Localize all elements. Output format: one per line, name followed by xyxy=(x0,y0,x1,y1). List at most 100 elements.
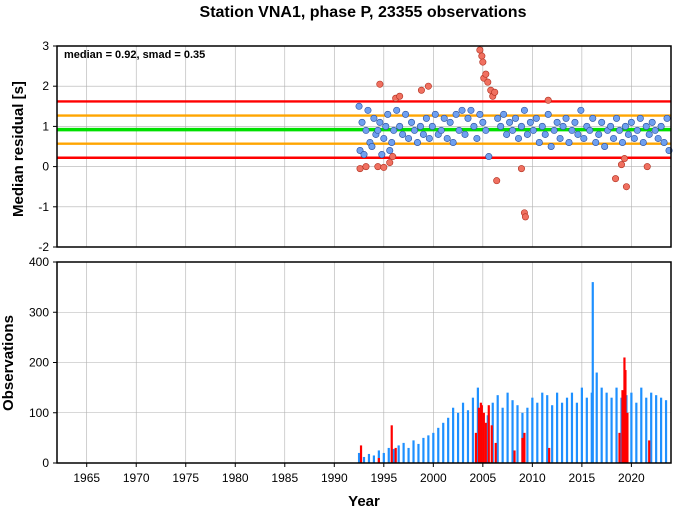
inlier-point xyxy=(639,138,647,146)
inlier-point xyxy=(538,122,546,130)
observation-bar xyxy=(506,392,509,463)
observation-bar xyxy=(377,450,380,463)
observation-bar xyxy=(402,442,405,463)
flagged-observation-bar xyxy=(548,447,551,463)
inlier-point xyxy=(660,138,668,146)
x-tick-label: 1990 xyxy=(321,471,348,485)
inlier-point xyxy=(618,138,626,146)
outlier-point xyxy=(484,78,492,86)
inlier-point xyxy=(431,110,439,118)
inlier-point xyxy=(455,126,463,134)
inlier-point xyxy=(419,130,427,138)
inlier-point xyxy=(380,134,388,142)
flagged-observation-bar xyxy=(490,425,493,463)
outlier-point xyxy=(389,153,397,161)
flagged-observation-bar xyxy=(480,405,483,463)
inlier-point xyxy=(648,118,656,126)
inlier-point xyxy=(476,110,484,118)
observation-bar xyxy=(615,387,618,463)
inlier-point xyxy=(621,122,629,130)
inlier-point xyxy=(550,126,558,134)
residual-points xyxy=(355,46,673,221)
inlier-point xyxy=(526,118,534,126)
inlier-point xyxy=(645,130,653,138)
flagged-observation-bar xyxy=(648,440,651,463)
inlier-point xyxy=(562,114,570,122)
inlier-point xyxy=(532,114,540,122)
observation-bar xyxy=(556,392,559,463)
inlier-point xyxy=(541,130,549,138)
x-tick-label: 1985 xyxy=(271,471,298,485)
inlier-point xyxy=(514,134,522,142)
inlier-point xyxy=(473,134,481,142)
x-tick-label: 1970 xyxy=(123,471,150,485)
inlier-point xyxy=(535,138,543,146)
inlier-point xyxy=(657,122,665,130)
observation-bar xyxy=(635,402,638,463)
inlier-point xyxy=(449,138,457,146)
observations-y-ticks: 400 300 200 100 0 xyxy=(29,255,57,470)
outlier-point xyxy=(617,161,625,169)
observation-bar xyxy=(456,412,460,463)
inlier-point xyxy=(443,134,451,142)
flagged-observation-bar xyxy=(618,432,621,463)
inlier-point xyxy=(523,130,531,138)
outlier-point xyxy=(380,163,388,171)
outlier-point xyxy=(612,175,620,183)
observation-bar xyxy=(432,432,435,463)
observation-bar xyxy=(546,395,549,463)
inlier-point xyxy=(485,153,493,161)
inlier-point xyxy=(396,122,404,130)
inlier-point xyxy=(422,114,430,122)
outlier-point xyxy=(476,46,484,54)
flagged-observation-bar xyxy=(621,390,624,463)
inlier-point xyxy=(651,126,659,134)
observation-bar xyxy=(357,452,361,463)
observation-bar xyxy=(412,440,415,463)
inlier-point xyxy=(500,110,508,118)
outlier-point xyxy=(386,159,394,167)
observation-bar xyxy=(442,422,445,463)
observation-bar xyxy=(560,402,564,463)
inlier-point xyxy=(411,126,419,134)
observation-bar xyxy=(392,448,395,463)
observations-x-ticks: 1965 1970 1975 1980 1985 1990 1995 2000 2005 2010… xyxy=(73,463,645,485)
outlier-point xyxy=(478,52,486,60)
inlier-point xyxy=(416,122,424,130)
flagged-observation-bar xyxy=(487,405,490,463)
inlier-point xyxy=(663,114,671,122)
residual-stats-annotation: median = 0.92, smad = 0.35 xyxy=(64,49,205,61)
inlier-point xyxy=(413,138,421,146)
inlier-point xyxy=(384,110,392,118)
x-tick-label: 1965 xyxy=(73,471,100,485)
inlier-point xyxy=(517,122,525,130)
observations-bars xyxy=(357,282,668,463)
flagged-observation-bar xyxy=(494,442,497,463)
inlier-point xyxy=(437,126,445,134)
observation-bar xyxy=(531,397,534,463)
outlier-point xyxy=(491,88,499,96)
inlier-point xyxy=(571,118,579,126)
observation-bar xyxy=(630,392,633,463)
inlier-point xyxy=(520,106,528,114)
x-tick-label: 1995 xyxy=(370,471,397,485)
inlier-point xyxy=(479,118,487,126)
inlier-point xyxy=(636,114,644,122)
residual-y-tick-label: -1 xyxy=(38,200,49,214)
observation-bar xyxy=(655,395,658,463)
inlier-point xyxy=(360,151,368,159)
observation-bar xyxy=(526,407,529,463)
observation-bar xyxy=(417,443,420,463)
inlier-point xyxy=(613,114,621,122)
chart-title: Station VNA1, phase P, 23355 observation… xyxy=(200,4,527,21)
observation-bar xyxy=(427,435,430,463)
flagged-observation-bar xyxy=(390,425,393,463)
observations-y-tick-label: 0 xyxy=(42,456,49,470)
observation-bar xyxy=(516,405,519,463)
inlier-point xyxy=(382,122,390,130)
residual-y-tick-label: 3 xyxy=(42,39,49,53)
x-tick-label: 2020 xyxy=(618,471,645,485)
residual-y-axis-label: Median residual [s] xyxy=(10,81,27,217)
observation-bar xyxy=(551,405,554,463)
